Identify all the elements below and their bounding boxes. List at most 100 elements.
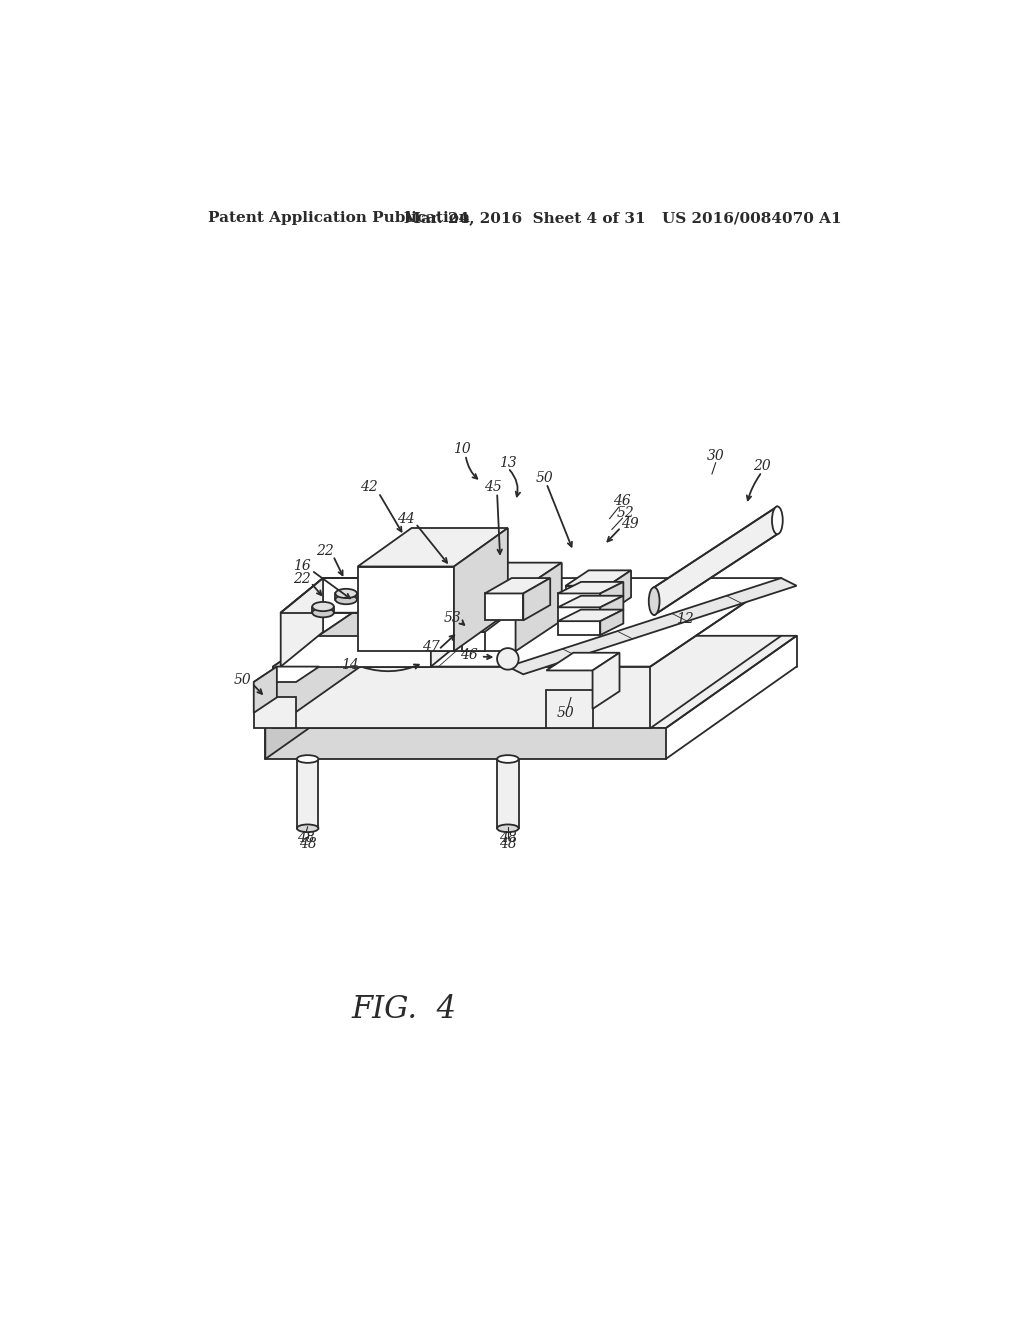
Polygon shape (281, 578, 473, 612)
Polygon shape (565, 570, 631, 586)
Text: 48: 48 (297, 830, 315, 845)
Ellipse shape (649, 587, 659, 615)
Polygon shape (254, 667, 319, 682)
Polygon shape (558, 594, 600, 607)
Polygon shape (462, 620, 500, 632)
Ellipse shape (312, 609, 334, 618)
FancyArrowPatch shape (440, 635, 455, 648)
Polygon shape (408, 605, 558, 636)
Text: Patent Application Publication: Patent Application Publication (208, 211, 470, 226)
Polygon shape (600, 595, 624, 622)
Polygon shape (547, 689, 593, 729)
Text: 53: 53 (443, 611, 461, 626)
Text: 22: 22 (293, 572, 310, 586)
Polygon shape (281, 636, 431, 667)
FancyArrowPatch shape (746, 474, 761, 500)
Polygon shape (484, 594, 523, 620)
FancyArrowPatch shape (548, 486, 572, 546)
FancyArrowPatch shape (364, 664, 419, 671)
Text: 46: 46 (461, 648, 478, 663)
Polygon shape (558, 622, 600, 635)
Polygon shape (357, 528, 508, 566)
Polygon shape (281, 578, 323, 667)
Text: Mar. 24, 2016  Sheet 4 of 31: Mar. 24, 2016 Sheet 4 of 31 (404, 211, 645, 226)
Text: 46: 46 (613, 494, 631, 508)
Polygon shape (265, 729, 666, 759)
Polygon shape (431, 594, 515, 651)
Text: 44: 44 (397, 512, 415, 525)
Ellipse shape (497, 825, 518, 832)
Text: 48: 48 (499, 837, 517, 850)
Text: 13: 13 (499, 455, 517, 470)
Text: 50: 50 (557, 706, 574, 719)
Polygon shape (265, 636, 797, 729)
Text: 45: 45 (484, 480, 502, 494)
Polygon shape (273, 578, 403, 729)
Polygon shape (297, 759, 318, 829)
FancyArrowPatch shape (334, 558, 343, 576)
Text: US 2016/0084070 A1: US 2016/0084070 A1 (663, 211, 842, 226)
Polygon shape (484, 578, 550, 594)
Polygon shape (431, 578, 473, 667)
Polygon shape (254, 667, 276, 713)
FancyArrowPatch shape (380, 495, 401, 532)
Polygon shape (600, 610, 624, 635)
Text: 10: 10 (453, 442, 471, 457)
Polygon shape (565, 586, 608, 612)
Text: 50: 50 (233, 673, 251, 686)
Ellipse shape (297, 755, 318, 763)
Ellipse shape (497, 755, 518, 763)
Text: 16: 16 (293, 560, 310, 573)
Polygon shape (462, 632, 484, 651)
Polygon shape (273, 578, 781, 667)
Polygon shape (547, 653, 620, 671)
Text: 49: 49 (621, 517, 638, 531)
Text: 47: 47 (422, 640, 439, 655)
Polygon shape (254, 697, 296, 729)
Polygon shape (273, 667, 650, 729)
Ellipse shape (336, 589, 357, 598)
FancyArrowPatch shape (460, 620, 464, 624)
Polygon shape (515, 562, 562, 651)
Ellipse shape (497, 648, 518, 669)
Text: 52: 52 (616, 506, 635, 520)
Polygon shape (600, 582, 624, 607)
Polygon shape (608, 570, 631, 612)
Text: FIG.  4: FIG. 4 (351, 994, 457, 1024)
Text: 22: 22 (315, 544, 334, 558)
Polygon shape (431, 562, 562, 594)
Polygon shape (558, 610, 624, 622)
FancyArrowPatch shape (466, 458, 477, 479)
FancyArrowPatch shape (417, 525, 447, 562)
Ellipse shape (772, 507, 782, 535)
Text: 12: 12 (676, 612, 694, 626)
FancyArrowPatch shape (254, 685, 262, 694)
FancyArrowPatch shape (483, 655, 492, 659)
Text: 14: 14 (341, 659, 358, 672)
Text: 48: 48 (499, 830, 517, 845)
FancyArrowPatch shape (607, 529, 620, 541)
Ellipse shape (336, 595, 357, 605)
Polygon shape (265, 636, 396, 759)
Polygon shape (454, 528, 508, 651)
Polygon shape (593, 653, 620, 709)
Text: 20: 20 (753, 459, 771, 474)
FancyArrowPatch shape (498, 495, 502, 554)
Polygon shape (523, 578, 550, 620)
Polygon shape (654, 507, 777, 615)
Ellipse shape (297, 825, 318, 832)
Polygon shape (357, 566, 454, 651)
FancyArrowPatch shape (312, 585, 322, 595)
Polygon shape (497, 759, 518, 829)
Text: 48: 48 (299, 837, 316, 850)
Ellipse shape (312, 602, 334, 611)
FancyArrowPatch shape (313, 572, 350, 598)
Polygon shape (558, 607, 600, 622)
FancyArrowPatch shape (510, 470, 520, 496)
Polygon shape (558, 582, 624, 594)
Polygon shape (558, 595, 624, 607)
Text: 42: 42 (360, 480, 378, 494)
Polygon shape (508, 578, 797, 675)
Text: 50: 50 (536, 471, 554, 484)
Text: 30: 30 (707, 449, 725, 463)
